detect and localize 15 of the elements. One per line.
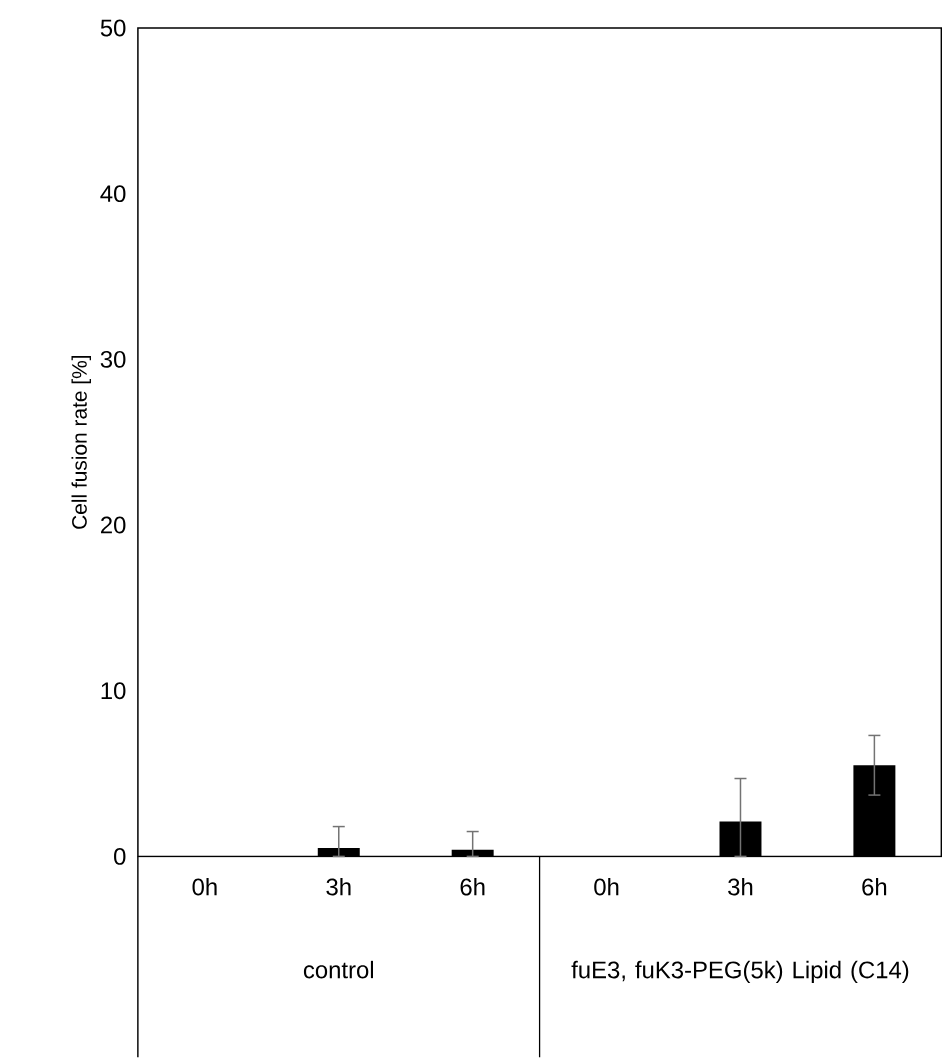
- y-axis-title: Cell fusion rate [%]: [71, 355, 91, 529]
- y-tick-label: 10: [101, 682, 126, 700]
- x-tick-label: 3h: [326, 877, 351, 896]
- y-tick-label: 20: [100, 516, 126, 534]
- text: fuE3, fuK3-PEG(5k) Lipid (C14): [571, 960, 909, 984]
- y-tick-label: 50: [100, 19, 126, 37]
- x-tick-label: 6h: [460, 877, 485, 896]
- x-tick-label: 6h: [862, 877, 887, 896]
- y-tick-label: 40: [100, 185, 126, 203]
- x-tick-label: 3h: [728, 877, 753, 896]
- x-tick-label: 0h: [192, 877, 217, 896]
- y-tick-label: 0: [114, 847, 126, 865]
- x-tick-label: 0h: [594, 877, 619, 896]
- text: control: [303, 960, 373, 979]
- y-tick-label: 30: [100, 350, 126, 368]
